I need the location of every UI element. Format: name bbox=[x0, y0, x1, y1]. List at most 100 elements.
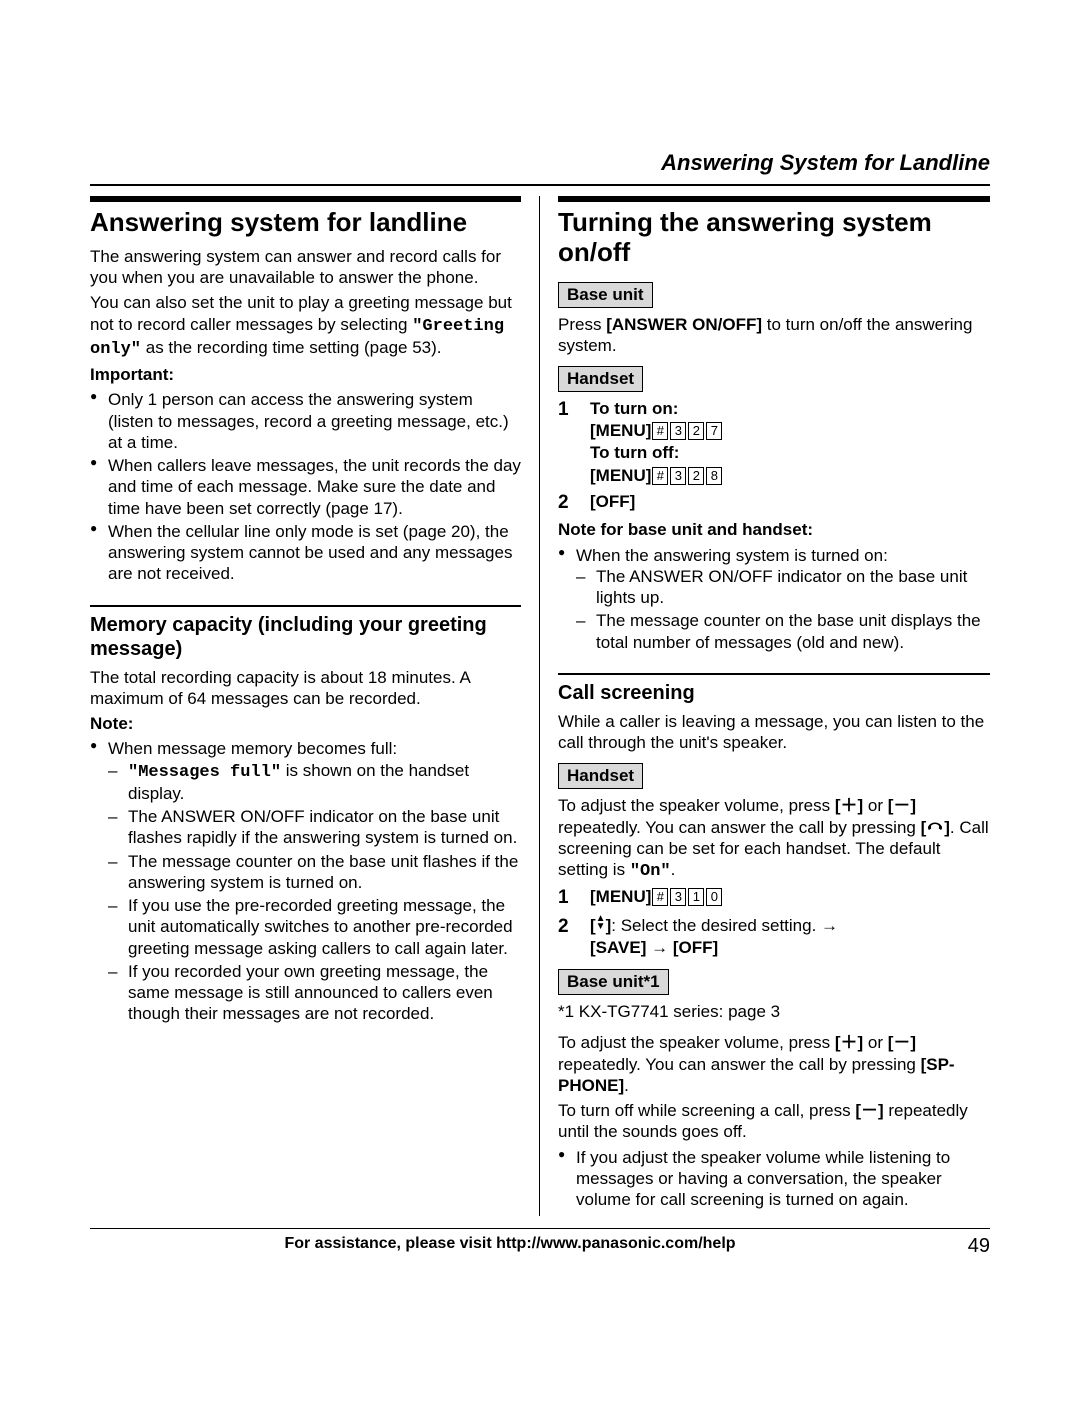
body-text: The total recording capacity is about 18… bbox=[90, 667, 521, 710]
body-text: To turn off while screening a call, pres… bbox=[558, 1100, 990, 1143]
text: . bbox=[624, 1076, 629, 1095]
key-box: 2 bbox=[688, 467, 704, 485]
right-column: Turning the answering system on/off Base… bbox=[540, 196, 990, 1216]
key-box: 7 bbox=[706, 422, 722, 440]
page-footer: For assistance, please visit http://www.… bbox=[90, 1228, 990, 1258]
list-item: 1 To turn on: [MENU]#327 To turn off: [M… bbox=[558, 398, 990, 486]
list-item: When message memory becomes full: "Messa… bbox=[90, 738, 521, 1024]
key-box: 3 bbox=[670, 888, 686, 906]
text: . bbox=[671, 860, 676, 879]
handset-label: Handset bbox=[558, 366, 643, 392]
text: → bbox=[646, 938, 672, 957]
list-item: The ANSWER ON/OFF indicator on the base … bbox=[108, 806, 521, 849]
text: repeatedly. You can answer the call by p… bbox=[558, 818, 921, 837]
footnote: *1 KX-TG7741 series: page 3 bbox=[558, 1001, 990, 1022]
key-box: 3 bbox=[670, 422, 686, 440]
list-item: If you recorded your own greeting messag… bbox=[108, 961, 521, 1025]
key-label: [＋] bbox=[835, 1033, 863, 1052]
key-box: # bbox=[652, 467, 668, 485]
nav-icon: ▲▼ bbox=[596, 915, 606, 931]
text: When message memory becomes full: bbox=[108, 739, 397, 758]
dash-list: The ANSWER ON/OFF indicator on the base … bbox=[576, 566, 990, 653]
text: or bbox=[863, 796, 888, 815]
left-column: Answering system for landline The answer… bbox=[90, 196, 540, 1216]
handset-label: Handset bbox=[558, 763, 643, 789]
list-item: If you adjust the speaker volume while l… bbox=[558, 1147, 990, 1211]
key-label: [ANSWER ON/OFF] bbox=[606, 315, 762, 334]
section-title: Answering system for landline bbox=[90, 208, 521, 238]
note-label: Note: bbox=[90, 713, 521, 734]
list-item: When the answering system is turned on: … bbox=[558, 545, 990, 653]
body-text: The answering system can answer and reco… bbox=[90, 246, 521, 289]
spacer bbox=[90, 591, 521, 605]
dash-list: "Messages full" is shown on the handset … bbox=[108, 760, 521, 1025]
sub-title: Memory capacity (including your greeting… bbox=[90, 613, 521, 661]
page: Answering System for Landline Answering … bbox=[0, 0, 1080, 1318]
step-body: [OFF] bbox=[590, 491, 635, 516]
base-unit-label: Base unit bbox=[558, 282, 653, 308]
body-text: To adjust the speaker volume, press [＋] … bbox=[558, 1032, 990, 1096]
section-bar-thin bbox=[90, 605, 521, 607]
body-text: Press [ANSWER ON/OFF] to turn on/off the… bbox=[558, 314, 990, 357]
step-body: [MENU]#310 bbox=[590, 886, 723, 911]
list-item: 2 [▲▼]: Select the desired setting. → [S… bbox=[558, 915, 990, 959]
key-box: # bbox=[652, 888, 668, 906]
section-bar-thin bbox=[558, 673, 990, 675]
key-box: 0 bbox=[706, 888, 722, 906]
code-text: "Messages full" bbox=[128, 763, 281, 782]
sub-title: Call screening bbox=[558, 681, 990, 705]
spacer bbox=[558, 659, 990, 673]
numbered-list: 1 To turn on: [MENU]#327 To turn off: [M… bbox=[558, 398, 990, 515]
text: When the answering system is turned on: bbox=[576, 546, 888, 565]
body-text: While a caller is leaving a message, you… bbox=[558, 711, 990, 754]
text: To turn on: bbox=[590, 399, 678, 418]
list-item: "Messages full" is shown on the handset … bbox=[108, 760, 521, 805]
list-item: The ANSWER ON/OFF indicator on the base … bbox=[576, 566, 990, 609]
content-columns: Answering system for landline The answer… bbox=[90, 196, 990, 1216]
text: To adjust the speaker volume, press bbox=[558, 1033, 835, 1052]
key-box: 3 bbox=[670, 467, 686, 485]
bullet-list: When the answering system is turned on: … bbox=[558, 545, 990, 653]
key-label: [MENU] bbox=[590, 421, 651, 440]
key-label: [＋] bbox=[835, 796, 863, 815]
list-item: The message counter on the base unit fla… bbox=[108, 851, 521, 894]
bullet-list: When message memory becomes full: "Messa… bbox=[90, 738, 521, 1024]
key-box: # bbox=[652, 422, 668, 440]
bullet-list: If you adjust the speaker volume while l… bbox=[558, 1147, 990, 1211]
base-unit-label: Base unit*1 bbox=[558, 969, 669, 995]
list-item: 1 [MENU]#310 bbox=[558, 886, 990, 911]
text: Press bbox=[558, 315, 606, 334]
list-item: 2 [OFF] bbox=[558, 491, 990, 516]
page-number: 49 bbox=[930, 1235, 990, 1258]
bullet-list: Only 1 person can access the answering s… bbox=[90, 389, 521, 584]
key-box: 1 bbox=[688, 888, 704, 906]
key-label: [－] bbox=[888, 796, 916, 815]
key-label: [MENU] bbox=[590, 466, 651, 485]
code-text: "On" bbox=[630, 862, 671, 881]
step-body: To turn on: [MENU]#327 To turn off: [MEN… bbox=[590, 398, 723, 486]
text: : Select the desired setting. → bbox=[611, 916, 838, 935]
body-text: To adjust the speaker volume, press [＋] … bbox=[558, 795, 990, 882]
key-box: 2 bbox=[688, 422, 704, 440]
header-rule bbox=[90, 184, 990, 186]
footer-text: For assistance, please visit http://www.… bbox=[90, 1235, 930, 1258]
key-label: [MENU] bbox=[590, 887, 651, 906]
list-item: When the cellular line only mode is set … bbox=[90, 521, 521, 585]
section-title: Turning the answering system on/off bbox=[558, 208, 990, 268]
section-bar bbox=[558, 196, 990, 202]
step-number: 2 bbox=[558, 491, 574, 516]
text: To turn off: bbox=[590, 443, 679, 462]
section-bar bbox=[90, 196, 521, 202]
step-number: 2 bbox=[558, 915, 574, 959]
key-label: [OFF] bbox=[590, 492, 635, 511]
note-label: Note for base unit and handset: bbox=[558, 519, 990, 540]
list-item: If you use the pre-recorded greeting mes… bbox=[108, 895, 521, 959]
body-text: You can also set the unit to play a gree… bbox=[90, 292, 521, 360]
numbered-list: 1 [MENU]#310 2 [▲▼]: Select the desired … bbox=[558, 886, 990, 959]
list-item: Only 1 person can access the answering s… bbox=[90, 389, 521, 453]
page-header-title: Answering System for Landline bbox=[90, 150, 990, 176]
key-label: [SAVE] bbox=[590, 938, 646, 957]
text: repeatedly. You can answer the call by p… bbox=[558, 1055, 921, 1074]
list-item: The message counter on the base unit dis… bbox=[576, 610, 990, 653]
text: To turn off while screening a call, pres… bbox=[558, 1101, 855, 1120]
